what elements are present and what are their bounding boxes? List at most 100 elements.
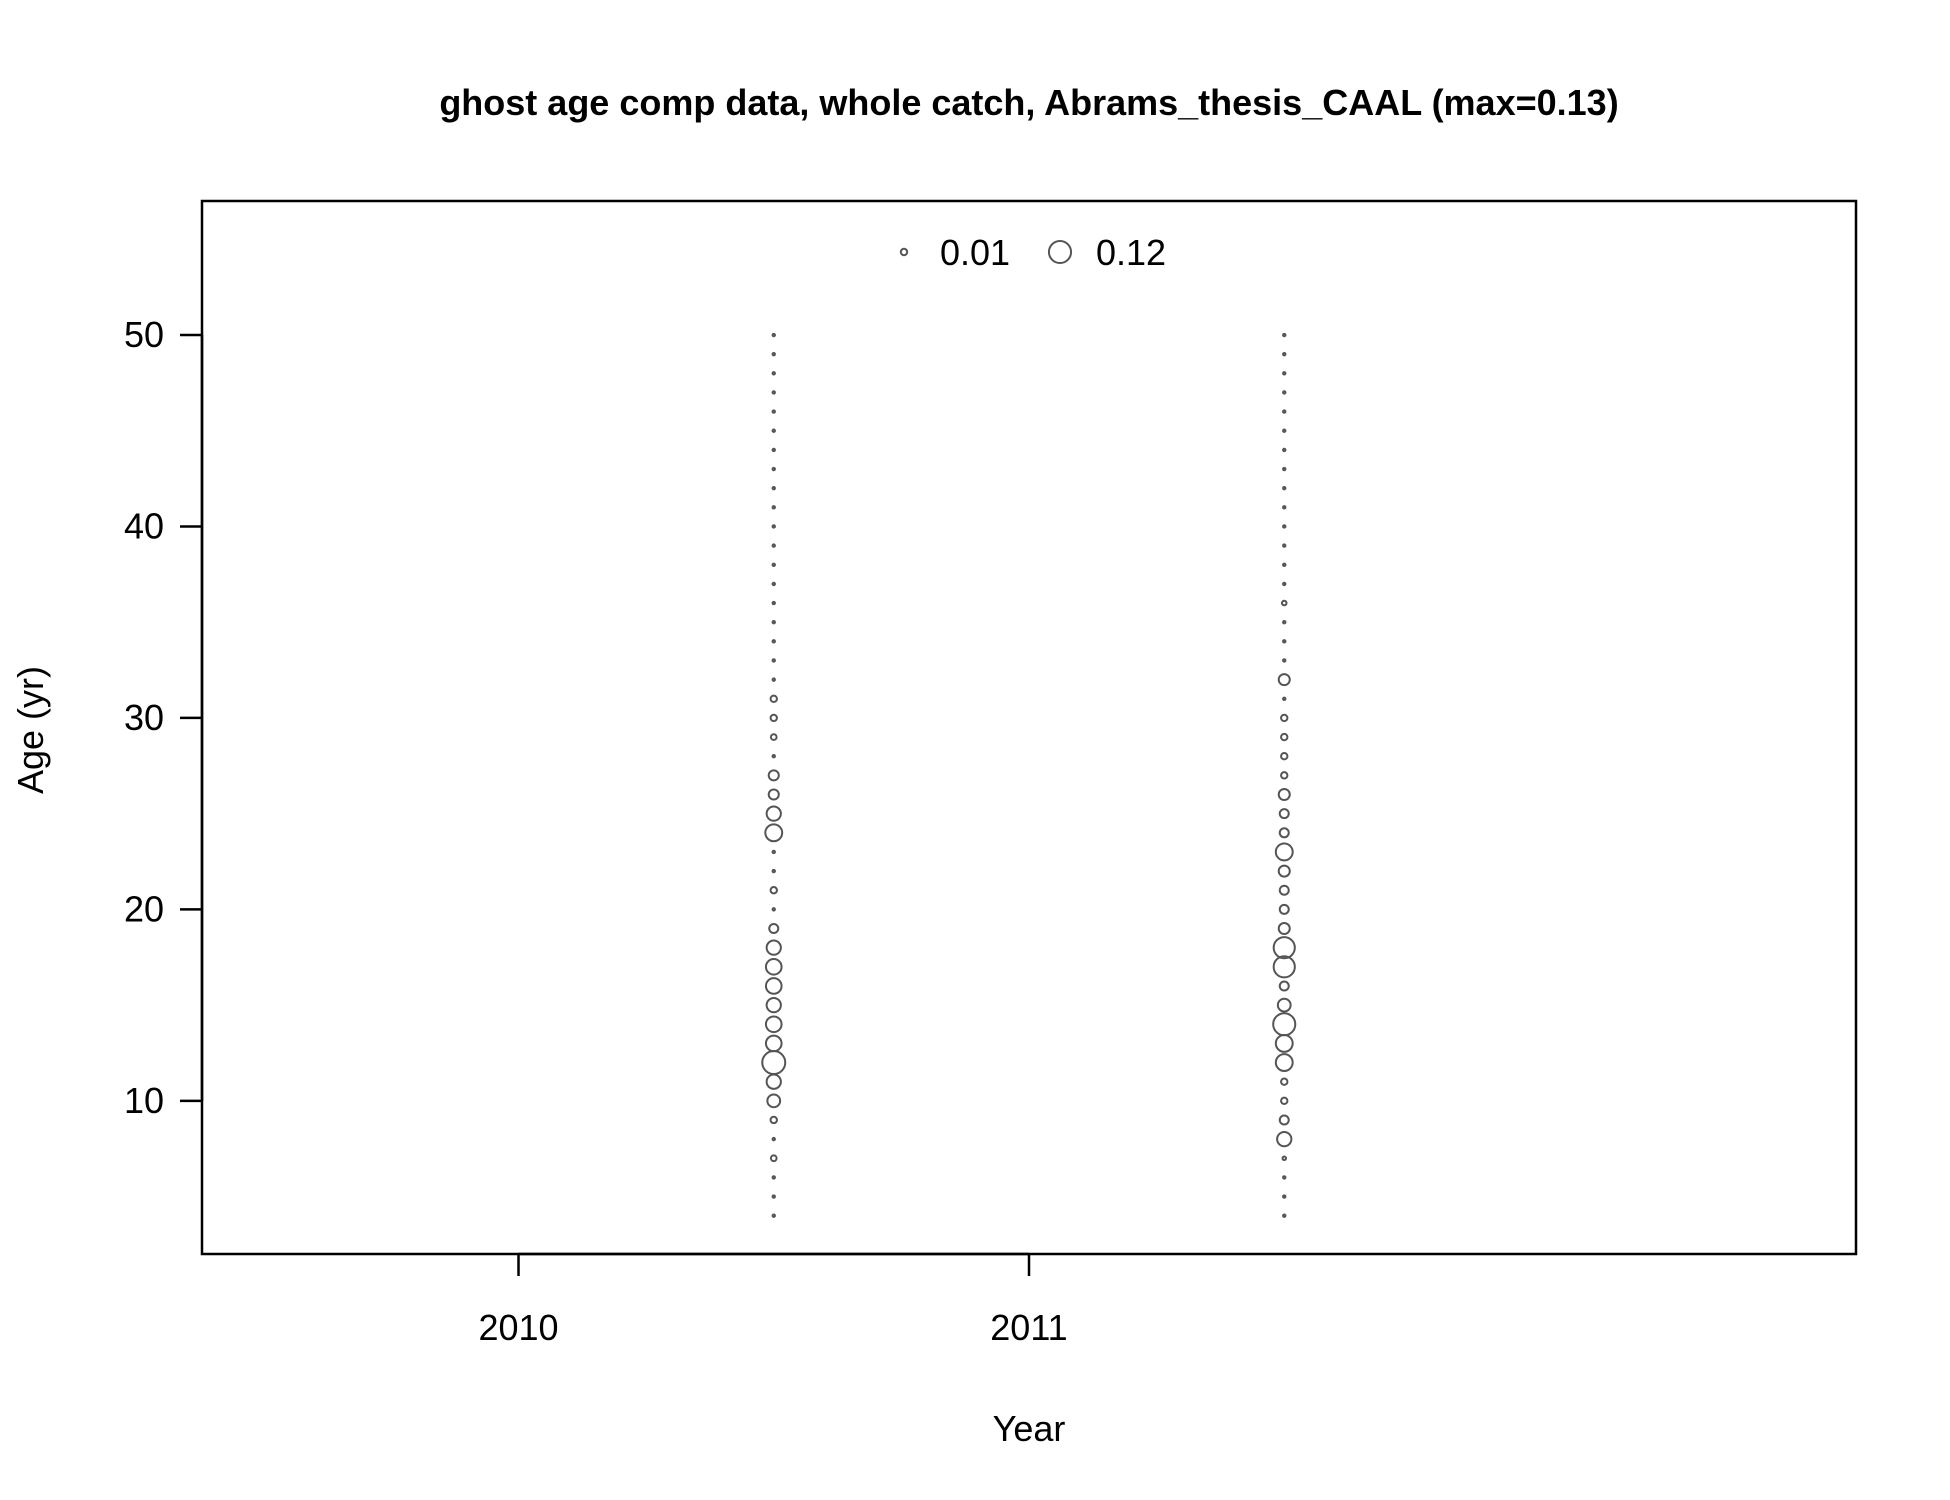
bubble-point <box>771 1194 776 1199</box>
y-tick-label: 40 <box>124 505 164 546</box>
bubble-point <box>1277 673 1291 687</box>
bubble-point <box>1280 732 1289 742</box>
bubble-point <box>1277 787 1291 802</box>
y-axis: 10 20 30 40 50 <box>124 314 204 1121</box>
bubble-point <box>771 907 776 912</box>
bubble-point <box>764 958 783 976</box>
bubble-point <box>1282 696 1287 701</box>
x-tick-label: 2011 <box>990 1307 1067 1348</box>
bubble-point <box>771 600 776 606</box>
bubble-point <box>769 694 778 703</box>
bubble-point <box>1274 1053 1294 1072</box>
bubble-point <box>771 639 776 644</box>
bubble-point <box>765 805 782 822</box>
data-points <box>761 332 1297 1218</box>
bubble-point <box>1282 466 1287 472</box>
bubble-point <box>1282 485 1287 491</box>
bubble-point <box>1282 409 1287 414</box>
legend-label: 0.12 <box>1096 232 1166 273</box>
bubble-point <box>769 1154 778 1163</box>
bubble-point <box>1282 639 1287 644</box>
bubble-point <box>1277 922 1291 936</box>
bubble-point <box>1272 1012 1297 1037</box>
bubble-point <box>1274 842 1294 862</box>
bubble-point <box>767 769 780 782</box>
bubble-point <box>771 466 776 472</box>
bubble-point <box>764 1015 783 1034</box>
legend-label: 0.01 <box>940 232 1010 273</box>
bubble-point <box>771 505 776 510</box>
bubble-point <box>765 1073 782 1090</box>
y-tick-label: 30 <box>124 697 164 738</box>
bubble-point <box>771 562 776 567</box>
bubble-point <box>1282 524 1287 529</box>
bubble-point <box>764 1034 783 1053</box>
bubble-point <box>1278 980 1290 992</box>
y-tick-label: 50 <box>124 314 164 355</box>
bubble-point <box>766 1093 782 1109</box>
legend-bubble <box>899 247 909 257</box>
bubble-point <box>1280 752 1289 761</box>
bubble-point <box>771 1213 776 1218</box>
bubble-point <box>771 409 776 414</box>
bubble-point <box>1282 620 1287 625</box>
bubble-point <box>1282 332 1287 338</box>
bubble-point <box>764 823 784 843</box>
bubble-point <box>764 977 783 995</box>
bubble-point <box>1282 505 1287 510</box>
x-tick-label: 2010 <box>478 1307 558 1348</box>
bubble-point <box>1276 1130 1293 1148</box>
bubble-point <box>1282 1213 1287 1218</box>
bubble-point <box>769 1115 778 1125</box>
y-tick-label: 20 <box>124 888 164 929</box>
bubble-point <box>771 390 776 395</box>
bubble-point <box>1282 371 1287 376</box>
bubble-point <box>1278 808 1290 820</box>
bubble-point <box>771 447 776 453</box>
bubble-point <box>769 713 778 723</box>
bubble-point <box>1280 771 1289 780</box>
legend-bubble <box>1047 239 1073 265</box>
bubble-point <box>1280 1077 1289 1086</box>
bubble-point <box>771 1136 776 1142</box>
y-axis-label: Age (yr) <box>10 666 51 794</box>
bubble-point <box>1282 447 1287 453</box>
bubble-point <box>1281 1155 1287 1162</box>
bubble-point <box>1282 543 1287 548</box>
bubble-point <box>771 677 776 682</box>
bubble-point <box>1282 390 1287 395</box>
bubble-point <box>771 351 776 357</box>
bubble-point <box>767 788 780 801</box>
bubble-point <box>1282 562 1287 567</box>
bubble-point <box>771 1175 776 1180</box>
bubble-point <box>771 428 776 433</box>
bubble-point <box>1272 936 1296 960</box>
bubble-point <box>1277 864 1291 878</box>
x-axis: 2010 2011 <box>478 1252 1068 1348</box>
bubble-point <box>771 754 776 759</box>
bubble-point <box>765 996 782 1014</box>
bubble-point <box>1274 1033 1294 1053</box>
bubble-point <box>1282 428 1287 433</box>
bubble-point <box>769 733 778 741</box>
legend: 0.01 0.12 <box>899 232 1166 273</box>
bubble-point <box>1282 581 1287 587</box>
bubble-point <box>1276 997 1292 1013</box>
plot-area-frame <box>200 199 1858 1256</box>
bubble-point <box>1278 1114 1290 1126</box>
x-axis-label: Year <box>993 1408 1066 1449</box>
bubble-point <box>1282 1194 1287 1199</box>
bubble-point <box>1280 713 1289 723</box>
chart-title: ghost age comp data, whole catch, Abrams… <box>439 82 1618 123</box>
bubble-point <box>771 524 776 529</box>
bubble-point <box>1282 1175 1287 1180</box>
bubble-point <box>768 923 780 935</box>
bubble-point <box>771 332 776 338</box>
y-tick-label: 10 <box>124 1080 164 1121</box>
bubble-point <box>1280 599 1288 607</box>
bubble-point <box>1278 884 1290 896</box>
bubble-point <box>771 658 776 663</box>
bubble-point <box>1282 351 1287 357</box>
bubble-point <box>771 485 776 491</box>
